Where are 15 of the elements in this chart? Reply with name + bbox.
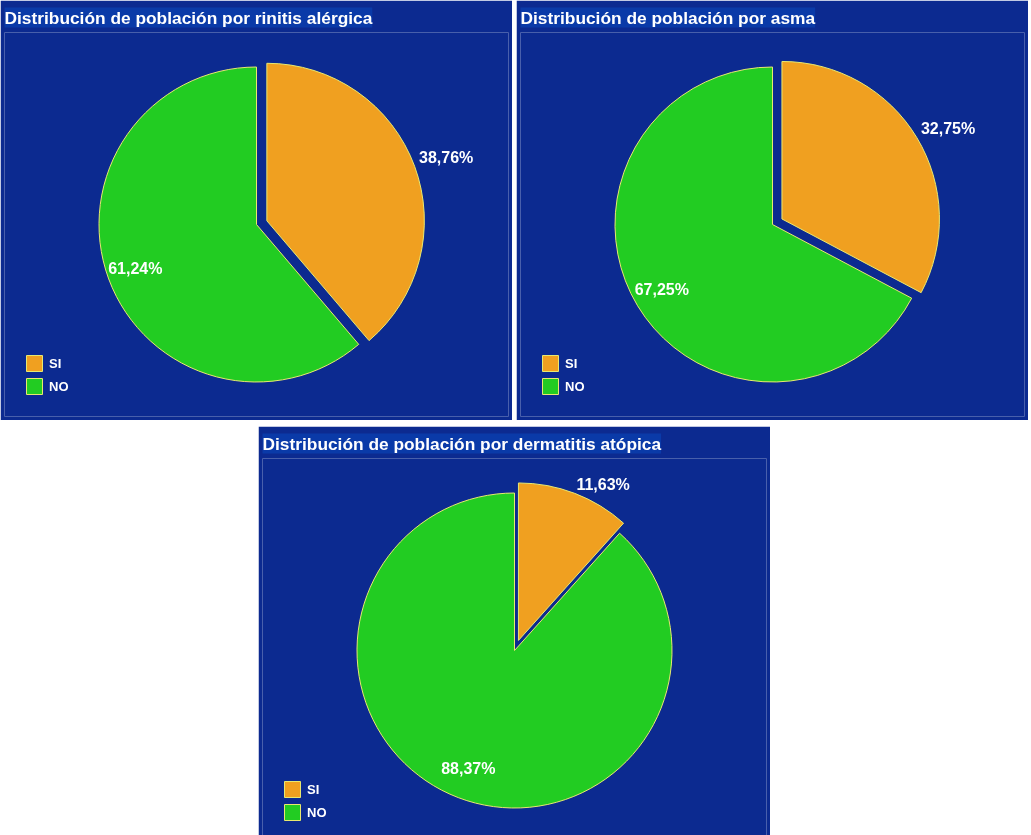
data-label: 61,24% (108, 259, 163, 277)
chart-title: Distribución de población por rinitis alérgica (4, 7, 373, 28)
chart-title: Distribución de población por asma (520, 7, 816, 28)
legend-label: SI (307, 781, 321, 797)
legend-label: SI (565, 355, 579, 371)
legend-label: NO (565, 378, 585, 394)
chart-title: Distribución de población por dermatitis atópica (262, 433, 662, 454)
legend-label: SI (49, 355, 63, 371)
legend-label: NO (49, 378, 69, 394)
data-label: 67,25% (634, 280, 689, 298)
legend-label: NO (307, 804, 327, 820)
data-label: 88,37% (441, 759, 496, 777)
data-label: 11,63% (576, 475, 630, 493)
data-label: 32,75% (920, 120, 976, 138)
data-label: 38,76% (419, 149, 474, 167)
